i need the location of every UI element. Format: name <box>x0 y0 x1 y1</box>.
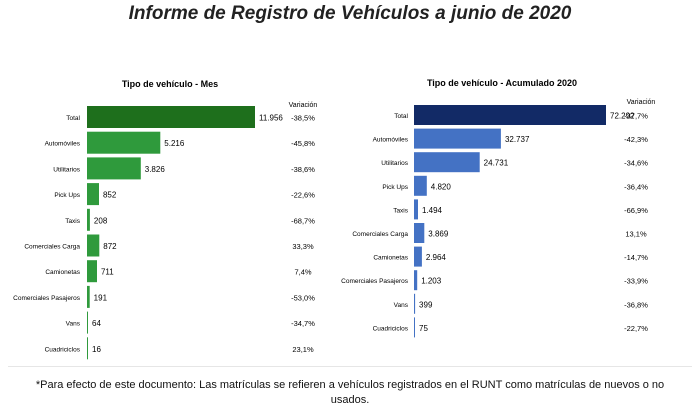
acumulado-category-label: Total <box>394 113 408 120</box>
mes-bar <box>87 260 97 283</box>
acumulado-value-label: 4.820 <box>431 182 452 191</box>
mes-category-label: Comerciales Pasajeros <box>13 295 81 302</box>
mes-value-label: 3.826 <box>145 165 166 174</box>
mes-category-label: Automóviles <box>45 141 81 148</box>
mes-value-label: 711 <box>101 268 114 277</box>
acumulado-variation-label: -22,7% <box>624 324 648 333</box>
footnote: *Para efecto de este documento: Las matr… <box>35 379 665 406</box>
acumulado-variation-label: -37,7% <box>624 112 648 121</box>
mes-variation-label: 7,4% <box>294 268 311 277</box>
acumulado-category-label: Cuadriciclos <box>373 325 409 332</box>
mes-variation-label: 23,1% <box>292 345 314 354</box>
mes-value-label: 5.216 <box>164 139 185 148</box>
mes-bar <box>87 106 255 128</box>
mes-variation-label: -34,7% <box>291 319 315 328</box>
acumulado-value-label: 1.203 <box>421 277 442 286</box>
acumulado-bar <box>414 293 416 314</box>
charts-area: Tipo de vehículo - Mes Variación Total 11.9… <box>13 78 656 360</box>
acumulado-value-label: 24.731 <box>484 159 509 168</box>
acumulado-value-label: 2.964 <box>426 253 447 262</box>
acumulado-variation-label: -36,8% <box>624 300 648 309</box>
mes-category-label: Vans <box>66 321 81 328</box>
acumulado-bar <box>414 270 418 291</box>
acumulado-bar <box>414 105 606 125</box>
acumulado-category-label: Automóviles <box>373 137 409 144</box>
mes-category-label: Camionetas <box>45 269 80 276</box>
acumulado-variation-label: -42,3% <box>624 135 648 144</box>
mes-category-label: Taxis <box>65 218 81 225</box>
mes-variation-label: -53,0% <box>291 293 315 302</box>
acumulado-variation-label: -66,9% <box>624 206 648 215</box>
acumulado-category-label: Camionetas <box>373 255 408 262</box>
mes-value-label: 208 <box>94 216 108 225</box>
acumulado-bar <box>414 175 427 196</box>
mes-bar <box>87 183 99 206</box>
mes-bar <box>87 208 90 231</box>
acumulado-bar <box>414 223 425 243</box>
acumulado-category-label: Taxis <box>393 207 409 214</box>
mes-bar <box>87 285 90 308</box>
acumulado-variation-label: -36,4% <box>624 182 648 191</box>
page-title: Informe de Registro de Vehículos a junio… <box>128 3 572 24</box>
mes-variation-header: Variación <box>289 102 318 109</box>
mes-variation-label: -22,6% <box>291 191 315 200</box>
acumulado-bar <box>414 317 415 338</box>
acumulado-category-label: Utilitarios <box>381 160 408 167</box>
mes-bar <box>87 337 88 360</box>
mes-bar <box>87 131 161 154</box>
mes-variation-label: -45,8% <box>291 139 315 148</box>
acumulado-bar <box>414 246 422 267</box>
acumulado-chart-title: Tipo de vehículo - Acumulado 2020 <box>427 78 577 88</box>
acumulado-bar <box>414 152 480 173</box>
acumulado-category-label: Comerciales Carga <box>352 231 408 238</box>
mes-bar <box>87 311 88 334</box>
acumulado-variation-label: -33,9% <box>624 277 648 286</box>
acumulado-value-label: 32.737 <box>505 135 530 144</box>
footnote-divider <box>8 366 692 367</box>
mes-value-label: 16 <box>92 345 101 354</box>
acumulado-bar <box>414 128 501 149</box>
acumulado-category-label: Pick Ups <box>382 184 408 191</box>
mes-value-label: 872 <box>103 242 117 251</box>
acumulado-value-label: 72.292 <box>610 112 635 121</box>
mes-value-label: 11.956 <box>259 114 283 123</box>
mes-value-label: 852 <box>103 191 117 200</box>
mes-variation-label: -38,5% <box>291 114 315 123</box>
mes-value-label: 191 <box>94 293 108 302</box>
acumulado-variation-header: Variación <box>627 99 656 106</box>
mes-category-label: Cuadriciclos <box>45 346 81 353</box>
mes-chart-title: Tipo de vehículo - Mes <box>122 79 218 89</box>
mes-variation-label: 33,3% <box>292 242 314 251</box>
acumulado-variation-label: -34,6% <box>624 159 648 168</box>
acumulado-value-label: 75 <box>419 324 428 333</box>
acumulado-bar <box>414 199 418 220</box>
mes-value-label: 64 <box>92 319 101 328</box>
mes-category-label: Total <box>66 115 80 122</box>
mes-category-label: Pick Ups <box>54 192 80 199</box>
mes-category-label: Comerciales Carga <box>24 244 80 251</box>
acumulado-category-label: Comerciales Pasajeros <box>341 278 409 285</box>
acumulado-value-label: 3.869 <box>428 230 449 239</box>
mes-category-label: Utilitarios <box>53 166 80 173</box>
acumulado-variation-label: 13,1% <box>625 230 647 239</box>
mes-bar <box>87 234 100 257</box>
mes-variation-label: -38,6% <box>291 165 315 174</box>
acumulado-value-label: 399 <box>419 300 433 309</box>
acumulado-category-label: Vans <box>394 302 409 309</box>
acumulado-variation-label: -14,7% <box>624 253 648 262</box>
mes-bar <box>87 157 141 180</box>
acumulado-value-label: 1.494 <box>422 206 443 215</box>
mes-variation-label: -68,7% <box>291 216 315 225</box>
